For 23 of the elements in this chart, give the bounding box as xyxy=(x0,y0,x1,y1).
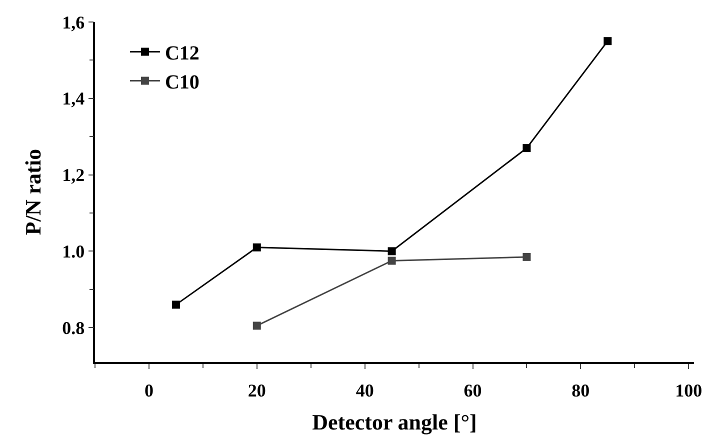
x-tick-label: 20 xyxy=(248,380,266,400)
point xyxy=(604,37,612,46)
x-tick-label: 0 xyxy=(144,380,154,400)
legend-label: C12 xyxy=(164,42,200,64)
point xyxy=(388,256,396,265)
point xyxy=(172,300,180,309)
x-axis-title: Detector angle [°] xyxy=(312,410,477,435)
point xyxy=(252,322,261,330)
y-tick-label: 1.0 xyxy=(62,242,85,262)
y-tick-label: 0.8 xyxy=(62,318,85,338)
legend-label: C10 xyxy=(164,72,200,94)
y-tick-label: 1,6 xyxy=(62,12,85,32)
point xyxy=(522,252,531,261)
x-tick-label: 60 xyxy=(464,380,482,400)
y-tick-label: 1,4 xyxy=(62,88,85,109)
point xyxy=(522,144,531,152)
x-tick-label: 80 xyxy=(572,380,590,400)
y-axis-title: P/N ratio xyxy=(20,148,46,236)
x-tick-label: 40 xyxy=(356,380,374,400)
x-tick-label: 100 xyxy=(675,380,702,400)
point xyxy=(252,243,261,252)
y-tick-label: 1,2 xyxy=(62,165,85,186)
point xyxy=(388,247,396,256)
